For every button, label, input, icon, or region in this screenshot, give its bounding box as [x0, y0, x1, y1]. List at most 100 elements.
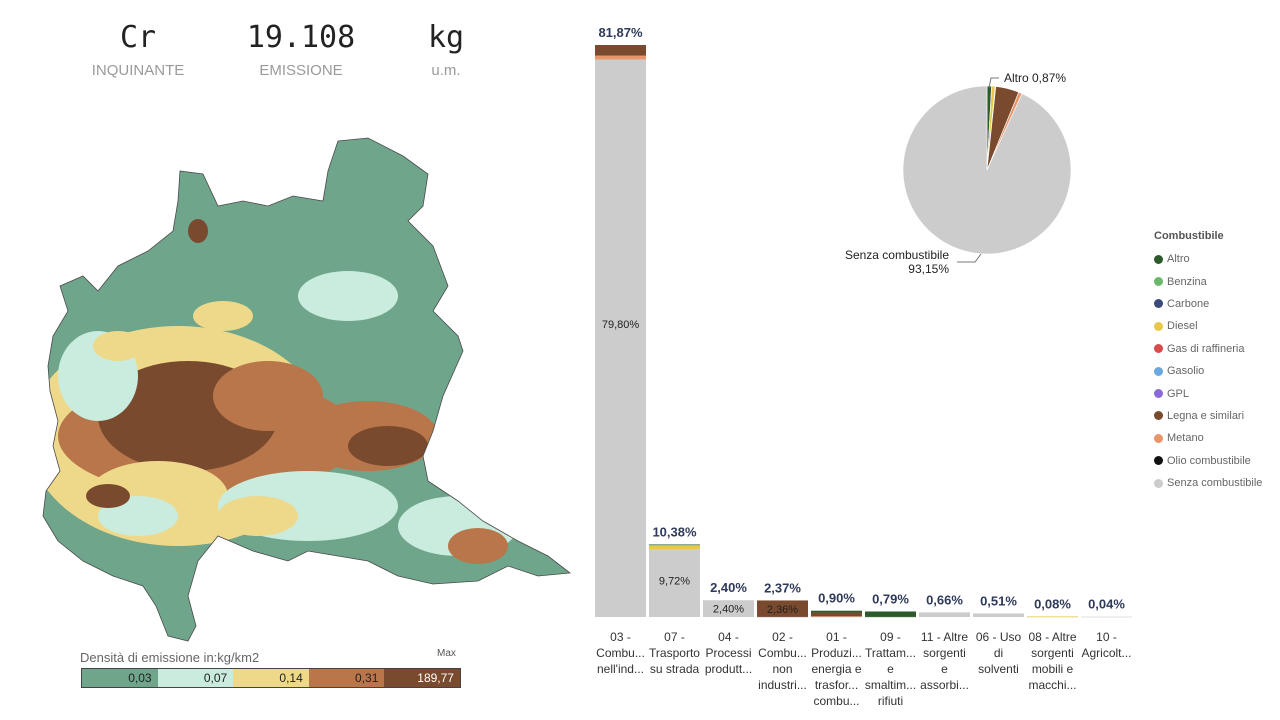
bar-segment[interactable] — [757, 616, 808, 618]
pie-legend-item[interactable]: Carbone — [1154, 293, 1262, 315]
category-label: 11 - Altre — [921, 630, 968, 644]
pie-legend-item[interactable]: Olio combustibile — [1154, 450, 1262, 472]
kpi-emission-label: EMISSIONE — [259, 62, 343, 79]
category-label: Trattam... — [865, 646, 916, 660]
map-legend-segment: 0,07 — [157, 669, 234, 687]
pie-legend-label: Carbone — [1167, 297, 1210, 310]
map-legend-bar: 0,03 0,07 0,14 0,31 189,77 — [81, 668, 461, 688]
kpi-pollutant: Cr INQUINANTE — [63, 18, 213, 79]
category-label: mobili e — [1032, 662, 1074, 676]
category-label: 09 - — [880, 630, 901, 644]
pie-legend-label: Olio combustibile — [1167, 454, 1251, 467]
pie-legend-item[interactable]: Gas di raffineria — [1154, 338, 1262, 360]
pie-slice[interactable] — [902, 85, 1072, 255]
map-outline — [42, 137, 572, 642]
legend-dot-icon — [1154, 344, 1163, 354]
category-label: e — [941, 662, 948, 676]
category-label: combu... — [813, 694, 859, 708]
pie-legend-item[interactable]: Metano — [1154, 427, 1262, 449]
bar-segment[interactable] — [811, 610, 862, 613]
pie-legend-item[interactable]: Diesel — [1154, 315, 1262, 337]
map-legend-segment: 0,14 — [233, 669, 309, 687]
pie-label-senza-pct: 93,15% — [908, 262, 949, 276]
category-label: 06 - Uso — [976, 630, 1022, 644]
bar-segment[interactable] — [703, 600, 754, 617]
bar-segment[interactable] — [1081, 616, 1132, 618]
bar-total-label: 2,37% — [764, 580, 801, 595]
legend-dot-icon — [1154, 456, 1163, 466]
category-label: produtt... — [705, 662, 752, 676]
pie-legend-item[interactable]: Senza combustibile — [1154, 472, 1262, 494]
legend-dot-icon — [1154, 299, 1163, 309]
choropleth-map[interactable] — [38, 136, 578, 646]
pie-label-senza: Senza combustibile — [845, 248, 949, 262]
bar-segment[interactable] — [973, 613, 1024, 617]
category-label: energia e — [811, 662, 861, 676]
category-label: Trasporto — [649, 646, 700, 660]
category-label: 10 - — [1096, 630, 1117, 644]
category-label: non — [772, 662, 792, 676]
legend-dot-icon — [1154, 277, 1163, 287]
map-legend-segment: 189,77 — [384, 669, 460, 687]
pie-legend-item[interactable]: Benzina — [1154, 270, 1262, 292]
bar-segment[interactable] — [595, 59, 646, 617]
pie-legend-item[interactable]: Altro — [1154, 248, 1262, 270]
bar-segment[interactable] — [649, 544, 700, 546]
bar-total-label: 0,79% — [872, 591, 909, 606]
pie-legend-item[interactable]: GPL — [1154, 382, 1262, 404]
bar-segment[interactable] — [811, 616, 862, 617]
kpi-pollutant-value: Cr — [119, 20, 157, 55]
kpi-unit-label: u.m. — [431, 62, 461, 79]
pie-leader-line — [957, 253, 982, 263]
pie-legend: Combustibile Altro Benzina Carbone Diesel Ga… — [1154, 230, 1262, 494]
map-legend-segment: 0,03 — [82, 669, 158, 687]
bar-inner-label: 79,80% — [602, 319, 640, 331]
bar-segment[interactable] — [919, 612, 970, 617]
legend-dot-icon — [1154, 433, 1163, 443]
map-legend-segment: 0,31 — [308, 669, 385, 687]
pie-legend-label: Senza combustibile — [1167, 477, 1263, 490]
category-label: Processi — [705, 646, 751, 660]
bar-segment[interactable] — [595, 55, 646, 60]
bar-segment[interactable] — [649, 549, 700, 617]
pie-legend-label: Diesel — [1167, 320, 1198, 333]
bar-segment[interactable] — [865, 611, 916, 617]
bar-segment[interactable] — [649, 544, 700, 550]
bar-segment[interactable] — [865, 616, 916, 618]
category-label: 01 - — [826, 630, 847, 644]
category-label: 03 - — [610, 630, 631, 644]
pie-legend-label: Benzina — [1167, 275, 1207, 288]
bar-inner-label: 2,36% — [767, 604, 798, 616]
pie-legend-label: Metano — [1167, 432, 1204, 445]
bar-segment[interactable] — [811, 616, 862, 618]
bar-segment[interactable] — [1027, 616, 1078, 618]
pie-legend-label: Legna e similari — [1167, 409, 1245, 422]
category-label: sorgenti — [923, 646, 966, 660]
pie-legend-label: GPL — [1167, 387, 1190, 400]
legend-dot-icon — [1154, 321, 1163, 331]
bar-inner-label: 2,40% — [713, 604, 744, 616]
bar-total-label: 0,51% — [980, 593, 1017, 608]
category-label: Combu... — [758, 646, 807, 660]
kpi-unit-value: kg — [427, 20, 465, 55]
bar-segment[interactable] — [757, 600, 808, 617]
bar-total-label: 0,08% — [1034, 596, 1071, 611]
category-label: nell'ind... — [597, 662, 644, 676]
kpi-emission-value: 19.108 — [246, 20, 356, 55]
category-label: 02 - — [772, 630, 793, 644]
legend-dot-icon — [1154, 411, 1163, 421]
pie-legend-item[interactable]: Legna e similari — [1154, 405, 1262, 427]
pie-legend-label: Gasolio — [1167, 365, 1205, 378]
category-label: 04 - — [718, 630, 739, 644]
kpi-pollutant-label: INQUINANTE — [91, 62, 185, 79]
bar-total-label: 0,90% — [818, 591, 855, 606]
sector-bar-chart: 81,87% 79,80% 03 - Combu... nell'ind... 10,38… — [595, 25, 1132, 708]
category-label: e — [887, 662, 894, 676]
category-label: 08 - Altre — [1028, 630, 1076, 644]
bar-segment[interactable] — [595, 45, 646, 56]
category-label: Combu... — [596, 646, 645, 660]
bar-segment[interactable] — [811, 612, 862, 617]
category-label: su strada — [650, 662, 700, 676]
pie-legend-item[interactable]: Gasolio — [1154, 360, 1262, 382]
